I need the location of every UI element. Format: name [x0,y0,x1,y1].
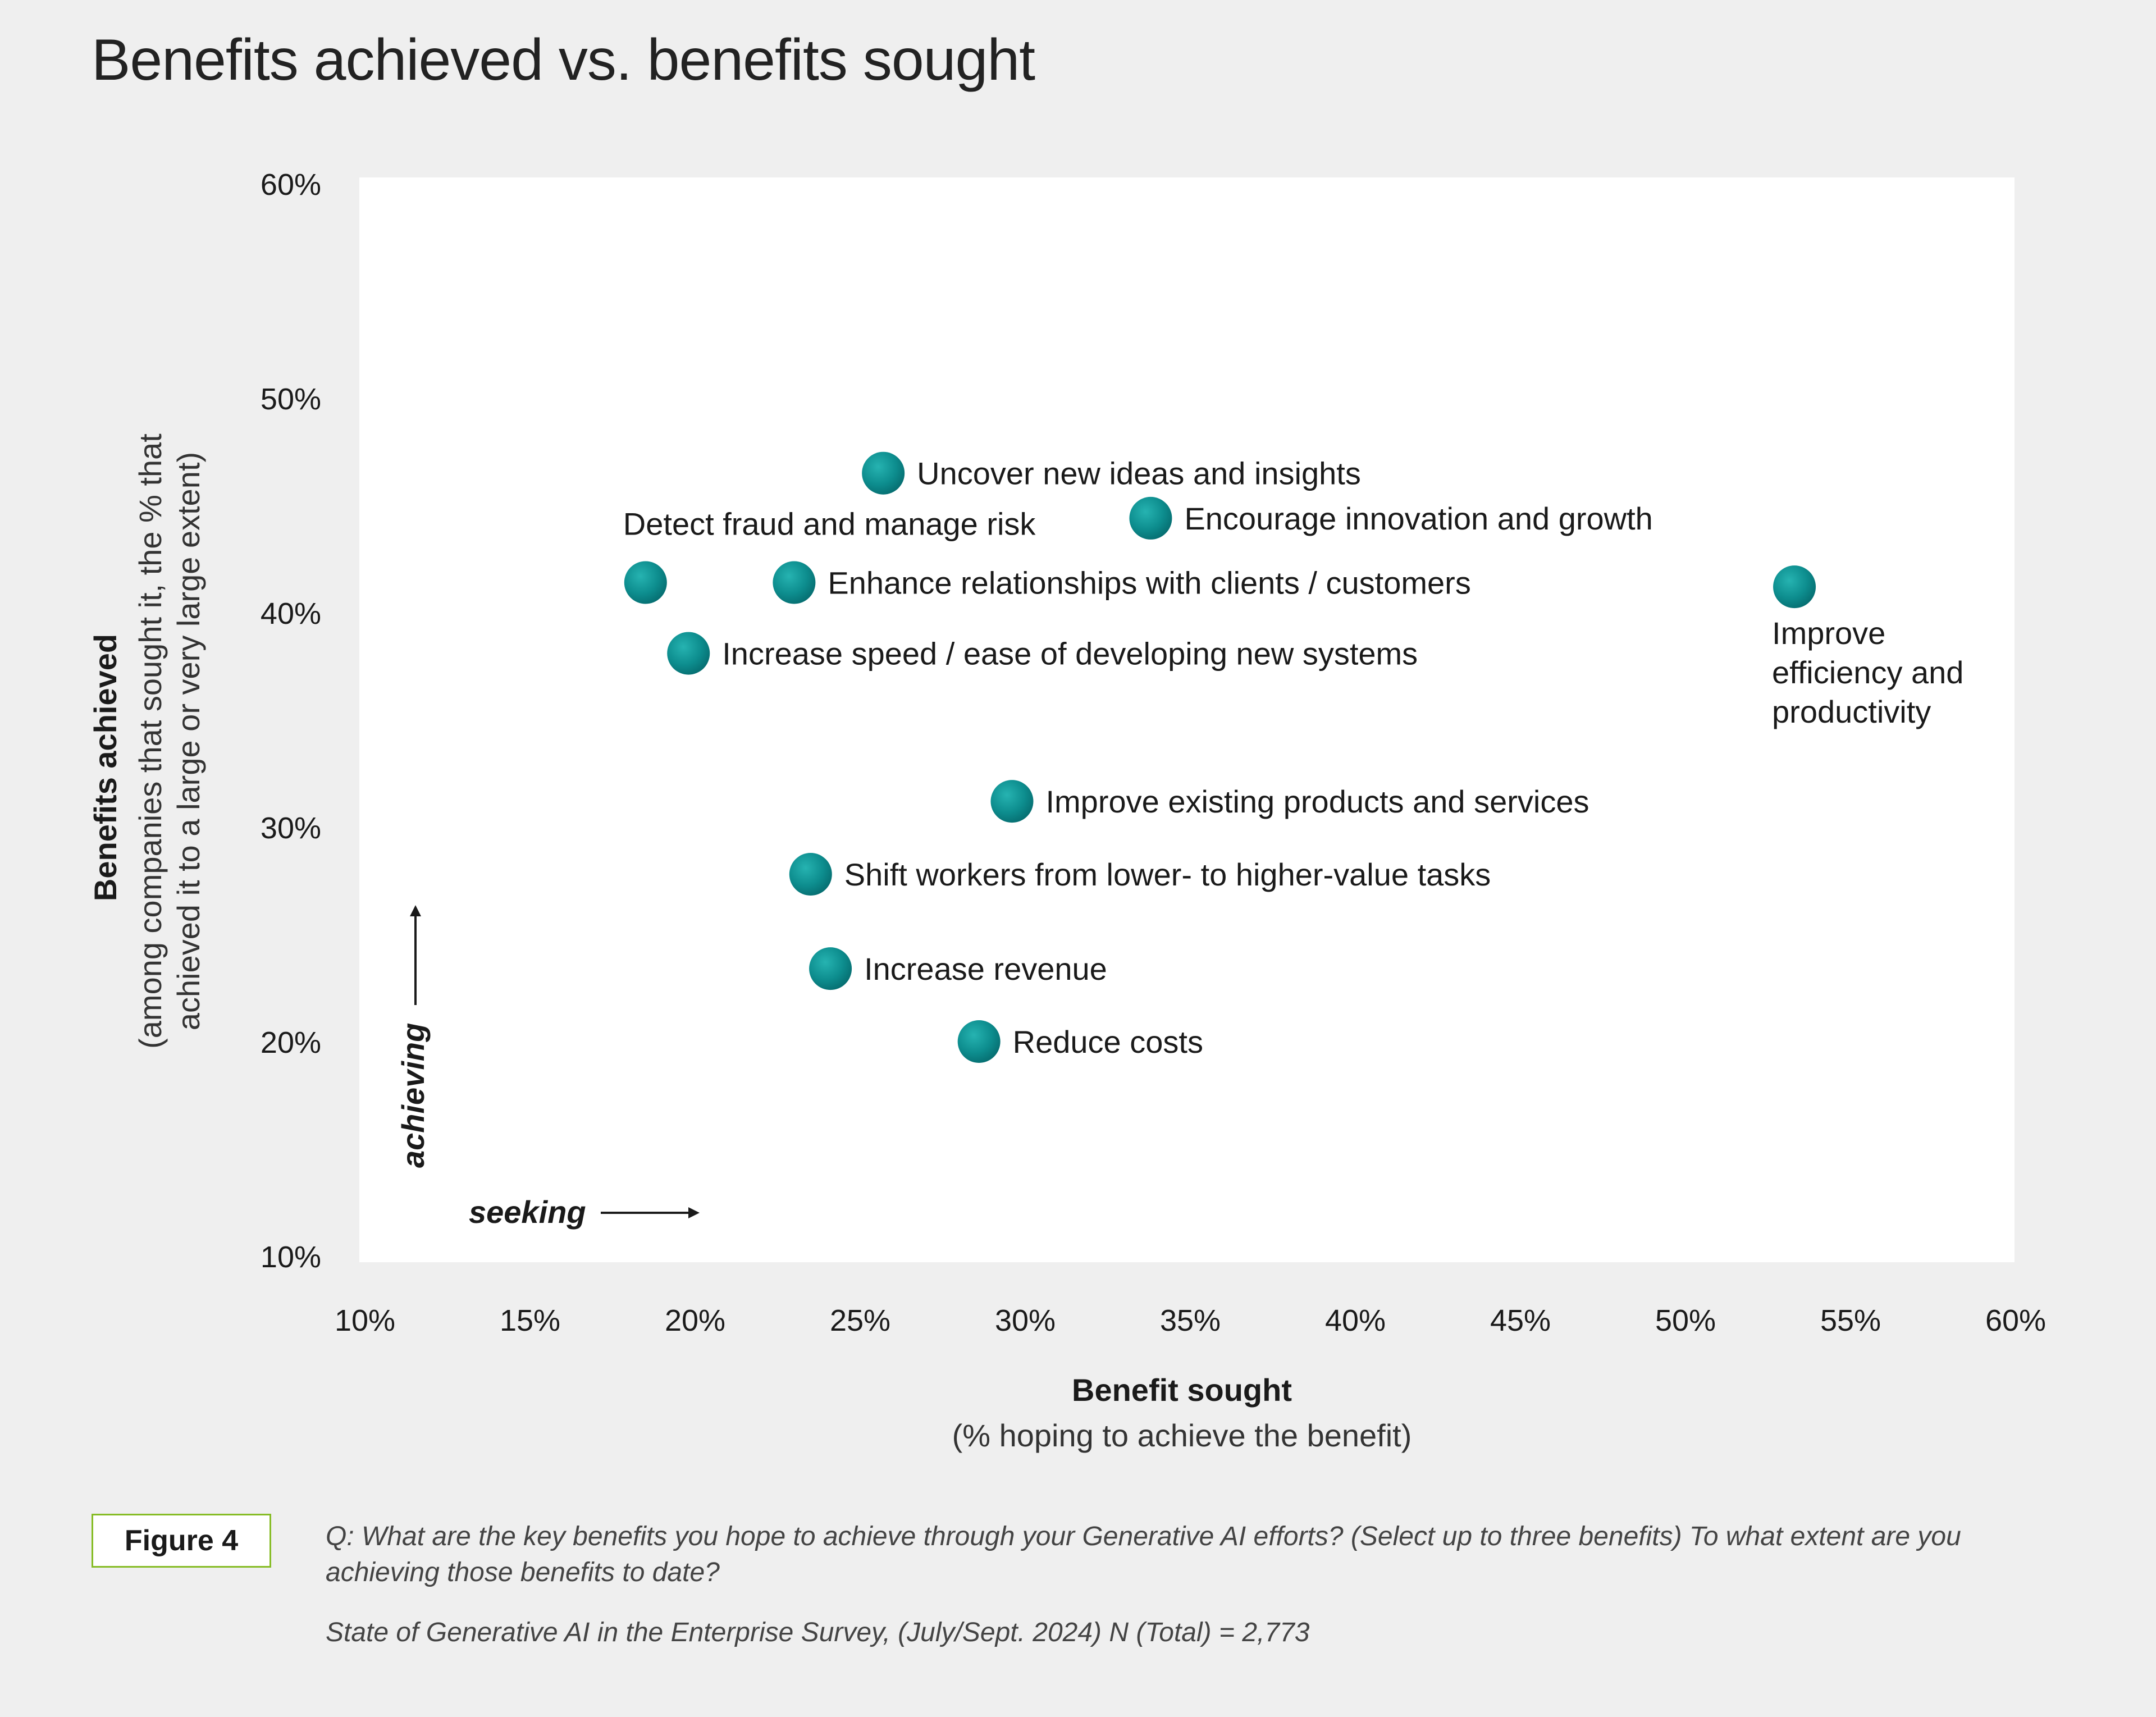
data-point [624,561,667,604]
x-tick-label: 25% [830,1304,890,1337]
data-point-label: Reduce costs [1013,1024,1203,1060]
x-tick-label: 30% [995,1304,1056,1337]
survey-question: Q: What are the key benefits you hope to… [326,1522,1961,1587]
y-axis-subtitle-line1: (among companies that sought it, the % t… [133,433,168,1049]
achieving-arrowhead [410,905,421,916]
data-point [789,853,832,896]
data-point [809,947,852,990]
data-point-label: Detect fraud and manage risk [623,506,1036,542]
data-point [773,561,816,604]
data-point-label: Enhance relationships with clients / cus… [828,565,1470,601]
x-tick-label: 40% [1325,1304,1386,1337]
data-point-label: Uncover new ideas and insights [917,456,1361,491]
x-tick-label: 20% [665,1304,725,1337]
data-point [1773,565,1816,609]
x-axis-subtitle: (% hoping to achieve the benefit) [952,1418,1412,1453]
y-axis-subtitle-line2: achieved it to a large or very large ext… [171,452,206,1030]
data-point-label: Increase speed / ease of developing new … [722,636,1418,672]
data-point [667,632,710,675]
data-point-label: Improve existing products and services [1045,784,1589,819]
y-tick-label: 30% [261,811,321,845]
achieving-hint: achieving [395,1023,431,1168]
source-note: State of Generative AI in the Enterprise… [326,1618,1310,1647]
y-tick-label: 40% [261,597,321,631]
y-tick-label: 60% [261,168,321,202]
data-point-label: Increase revenue [864,951,1107,987]
y-tick-label: 20% [261,1026,321,1060]
page-title: Benefits achieved vs. benefits sought [92,28,1035,93]
x-tick-label: 15% [500,1304,560,1337]
y-tick-label: 10% [261,1240,321,1274]
y-axis-title: Benefits achieved [88,634,123,901]
x-tick-label: 60% [1985,1304,2046,1337]
x-tick-label: 50% [1655,1304,1716,1337]
data-point-label: Shift workers from lower- to higher-valu… [844,857,1491,892]
data-point-label: Improve efficiency and productivity [1772,615,1963,729]
x-tick-label: 55% [1820,1304,1881,1337]
seeking-arrowhead [688,1207,700,1218]
x-tick-label: 10% [335,1304,395,1337]
data-point [862,451,905,495]
data-point-label: Encourage innovation and growth [1184,501,1652,536]
x-tick-label: 35% [1160,1304,1221,1337]
plot-area [359,177,2015,1262]
y-tick-label: 50% [261,382,321,416]
figure-label: Figure 4 [92,1514,271,1568]
data-point [957,1020,1001,1063]
data-point [1129,496,1172,540]
x-axis-title: Benefit sought [1072,1372,1292,1408]
data-point [990,780,1034,823]
x-tick-label: 45% [1490,1304,1551,1337]
seeking-hint: seeking [469,1194,586,1230]
